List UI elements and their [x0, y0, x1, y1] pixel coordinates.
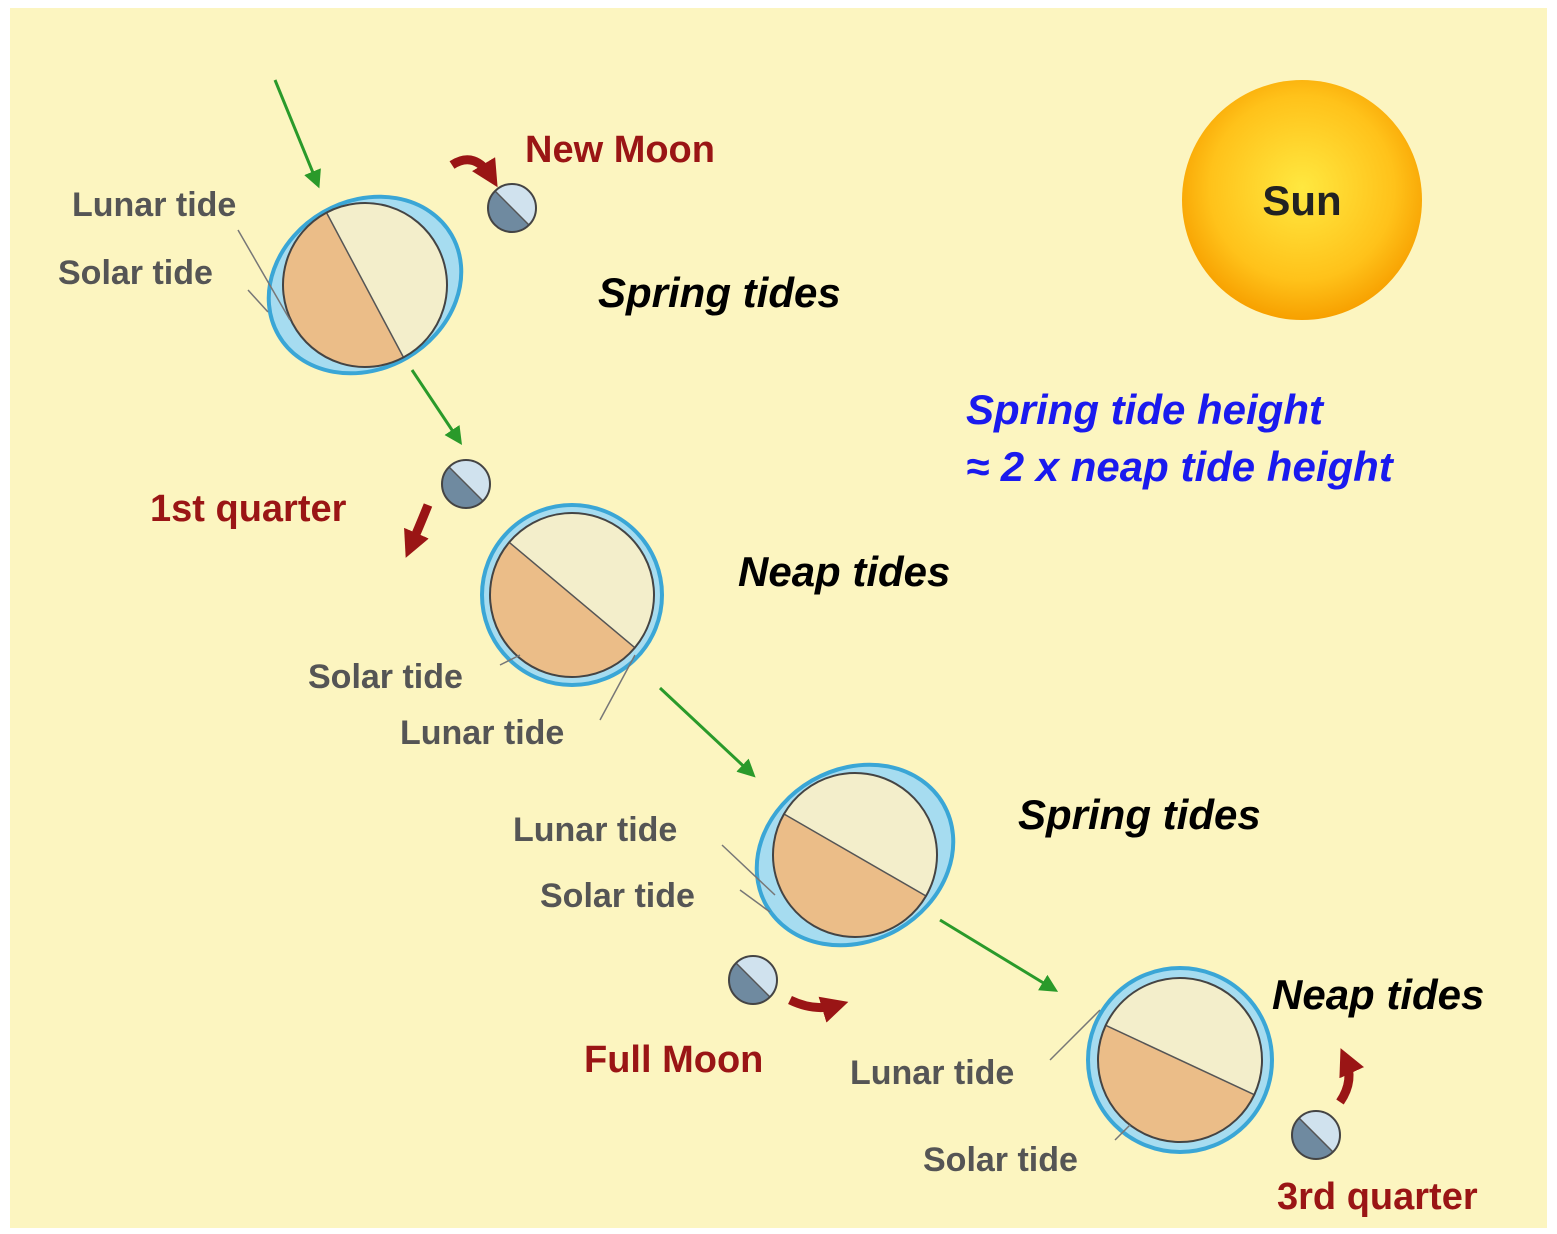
moon — [487, 183, 537, 233]
rotation-arrow — [788, 995, 849, 1023]
phase-label: 1st quarter — [150, 488, 347, 530]
rotation-arrow — [449, 155, 498, 188]
pointer-line — [1114, 1124, 1131, 1141]
pointer-line — [499, 654, 521, 666]
moon — [1291, 1110, 1341, 1160]
tide-label: Lunar tide — [72, 186, 236, 224]
earth — [1097, 977, 1263, 1143]
earth — [282, 202, 448, 368]
tide-label: Solar tide — [58, 254, 213, 292]
earth-divider — [783, 813, 927, 897]
moon-dark — [442, 467, 483, 508]
moon — [728, 955, 778, 1005]
earth-divider — [1105, 1024, 1255, 1096]
tides-label: Neap tides — [738, 548, 950, 595]
earth-dark — [490, 542, 635, 677]
moon-divider — [494, 190, 530, 226]
earth — [489, 512, 655, 678]
moon-divider — [1298, 1117, 1334, 1153]
earth-light — [509, 513, 654, 648]
sun — [1182, 80, 1422, 320]
moon-outline — [487, 183, 537, 233]
pointer-line — [599, 654, 636, 721]
earth-light — [1105, 978, 1262, 1095]
moon-divider — [735, 962, 771, 998]
pointer-line — [739, 889, 771, 913]
moon-light — [449, 460, 490, 501]
earth-light — [326, 203, 447, 358]
moon-divider — [448, 466, 484, 502]
tide-label: Lunar tide — [400, 714, 564, 752]
note-line: ≈ 2 x neap tide height — [966, 443, 1395, 490]
tide-label: Solar tide — [540, 877, 695, 915]
moon-dark — [1292, 1118, 1333, 1159]
rotation-arrow — [1336, 1048, 1364, 1105]
tide-label: Solar tide — [923, 1141, 1078, 1179]
phase-label: New Moon — [525, 129, 715, 171]
earth-light — [783, 773, 937, 896]
tide-label: Lunar tide — [850, 1054, 1014, 1092]
earth-divider — [508, 541, 636, 649]
moon-dark — [488, 191, 529, 232]
stages — [237, 79, 1364, 1160]
earth — [772, 772, 938, 938]
sun-label: Sun — [1262, 177, 1341, 224]
earth-dark — [773, 814, 927, 937]
pointer-line — [1049, 1009, 1101, 1061]
orbit-arrow — [273, 79, 321, 189]
orbit-arrow — [410, 369, 462, 445]
earth-divider — [325, 212, 405, 358]
earth-outline — [489, 512, 655, 678]
moon-light — [495, 184, 536, 225]
note-line: Spring tide height — [966, 386, 1325, 433]
moon-light — [1299, 1111, 1340, 1152]
tides-label: Spring tides — [598, 269, 841, 316]
tides-label: Neap tides — [1272, 971, 1484, 1018]
moon — [441, 459, 491, 509]
earth-dark — [283, 212, 404, 367]
rotation-arrow — [404, 503, 433, 558]
phase-label: Full Moon — [584, 1039, 763, 1081]
pointer-line — [247, 289, 269, 313]
moon-outline — [1291, 1110, 1341, 1160]
moon-outline — [441, 459, 491, 509]
phase-label: 3rd quarter — [1277, 1176, 1478, 1218]
orbit-arrow — [939, 918, 1059, 992]
tide-label: Lunar tide — [513, 811, 677, 849]
pointer-line — [721, 844, 776, 896]
moon-outline — [728, 955, 778, 1005]
tide-label: Solar tide — [308, 658, 463, 696]
earth-outline — [772, 772, 938, 938]
moon-light — [736, 956, 777, 997]
earth-dark — [1098, 1025, 1255, 1142]
tides-label: Spring tides — [1018, 791, 1261, 838]
orbit-arrow — [658, 686, 756, 778]
earth-outline — [1097, 977, 1263, 1143]
earth-outline — [282, 202, 448, 368]
pointer-line — [237, 229, 291, 321]
moon-dark — [729, 963, 770, 1004]
